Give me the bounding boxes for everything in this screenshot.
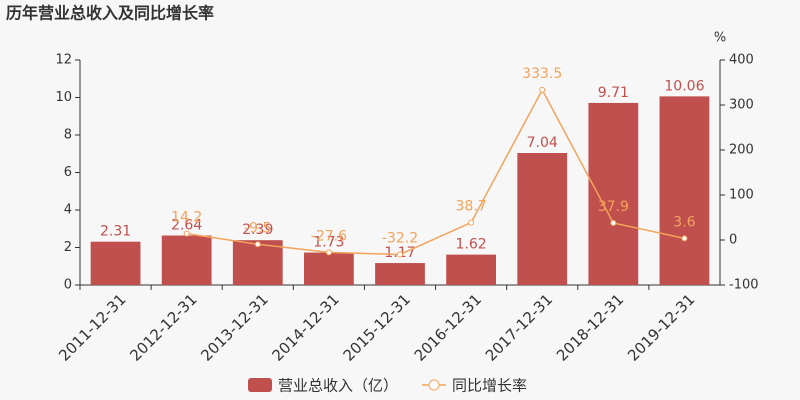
bar xyxy=(232,240,283,285)
legend-swatch-point xyxy=(428,379,440,391)
line-point xyxy=(254,241,261,248)
line-point xyxy=(610,219,617,226)
line-value-label: 38.7 xyxy=(456,199,487,215)
line-point xyxy=(539,86,546,93)
line xyxy=(186,88,685,256)
y2-axis-label: % xyxy=(714,31,726,46)
y2-tick-label: 100 xyxy=(729,188,754,203)
line-value-label: -9.5 xyxy=(244,220,271,236)
y-tick-label: 10 xyxy=(55,90,72,105)
bar xyxy=(517,153,568,285)
line-value-label: 333.5 xyxy=(522,66,562,82)
bar xyxy=(90,241,141,285)
bar xyxy=(446,254,496,285)
y-tick-label: 4 xyxy=(64,203,72,218)
bar-value-label: 9.71 xyxy=(598,85,629,101)
line-point xyxy=(183,230,190,237)
bar xyxy=(304,252,354,285)
bar-value-label: 1.62 xyxy=(456,237,487,253)
y-tick-label: 2 xyxy=(64,240,72,255)
line-point xyxy=(468,219,475,226)
legend-label: 同比增长率 xyxy=(452,377,527,395)
y2-tick-label: 300 xyxy=(729,98,754,113)
y-tick-label: 0 xyxy=(64,278,72,293)
bar xyxy=(161,235,212,285)
line-point xyxy=(397,251,403,258)
y-tick-label: 6 xyxy=(64,165,72,180)
bar-value-label: 7.04 xyxy=(527,135,558,151)
y2-tick-label: 0 xyxy=(729,233,737,248)
bar xyxy=(375,263,425,285)
bar-value-label: 1.73 xyxy=(313,235,344,251)
bar xyxy=(659,96,710,285)
y-tick-label: 12 xyxy=(55,53,72,68)
line-value-label: -27.6 xyxy=(311,228,347,244)
line-value-label: -32.2 xyxy=(382,230,418,246)
chart-title: 历年营业总收入及同比增长率 xyxy=(6,4,214,23)
y-tick-label: 8 xyxy=(64,128,72,143)
bar-value-label: 10.06 xyxy=(664,78,704,94)
bar-value-label: 2.39 xyxy=(242,222,273,238)
y2-tick-label: -100 xyxy=(729,278,759,293)
y2-tick-label: 400 xyxy=(729,53,754,68)
line-value-label: 14.2 xyxy=(171,210,202,226)
bar-value-label: 2.31 xyxy=(100,224,131,240)
y2-tick-label: 200 xyxy=(729,143,754,158)
legend-label: 营业总收入（亿） xyxy=(278,377,398,395)
line-value-label: 3.6 xyxy=(673,214,695,230)
line-value-label: 37.9 xyxy=(598,199,629,215)
legend-swatch xyxy=(248,378,272,392)
line-point xyxy=(325,249,332,256)
bar xyxy=(588,102,639,285)
line-point xyxy=(681,235,688,242)
bar-value-label: 2.64 xyxy=(171,218,202,234)
